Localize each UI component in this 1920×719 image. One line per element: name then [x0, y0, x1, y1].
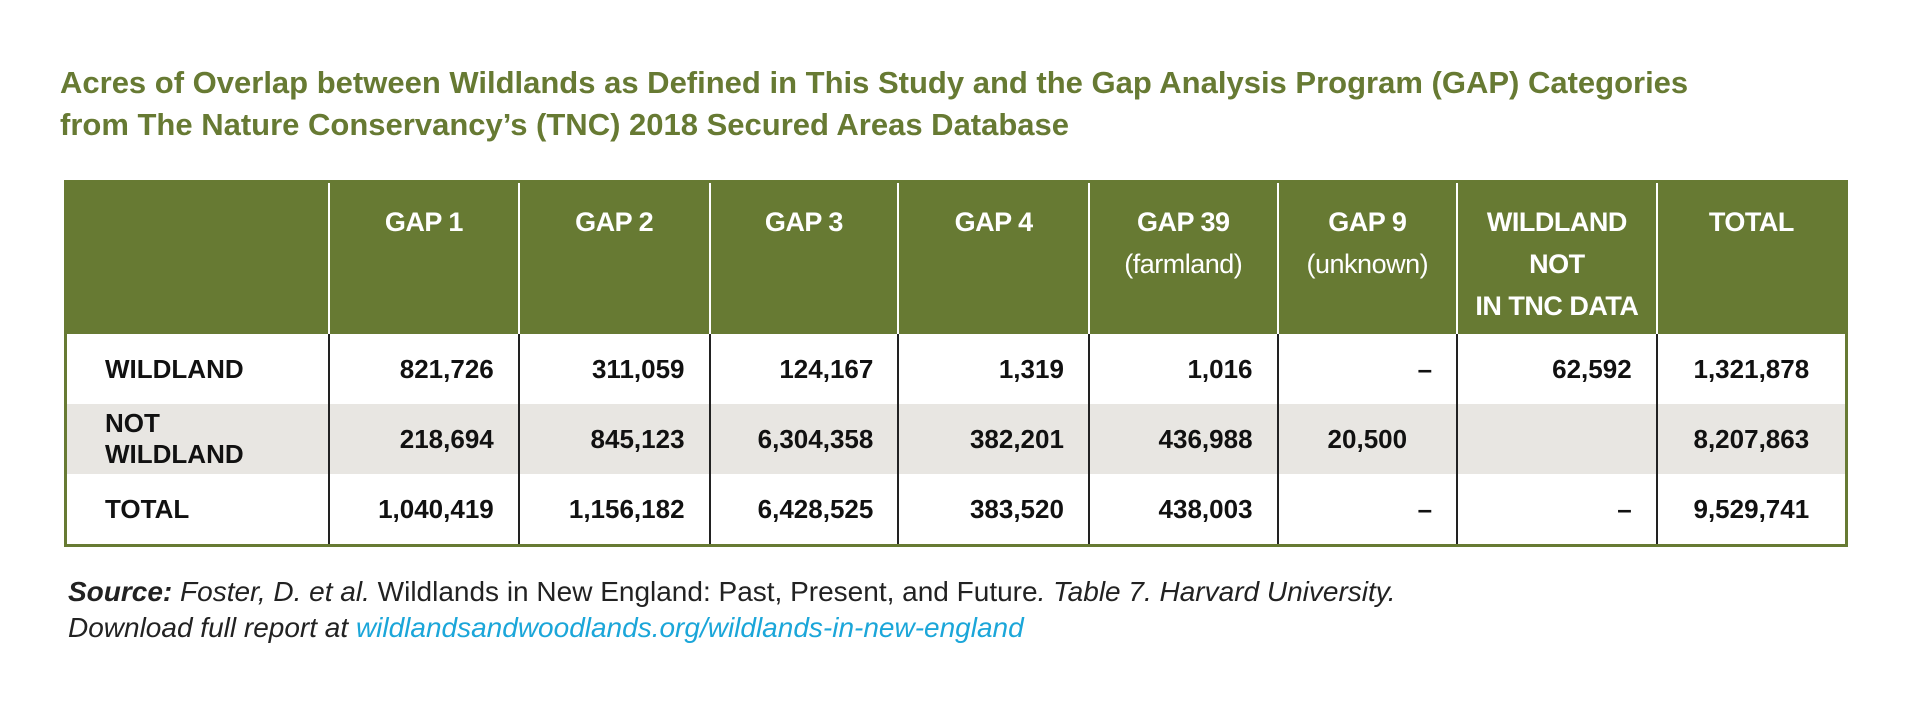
header-cell-wildland-not-in-tnc: WILDLAND NOT IN TNC DATA — [1456, 181, 1657, 334]
table-cell: 1,156,182 — [517, 474, 710, 546]
source-authors: Foster, D. et al. — [180, 576, 370, 607]
header-cell-gap3: GAP 3 — [708, 181, 899, 334]
title-line-1: Acres of Overlap between Wildlands as De… — [60, 65, 1689, 100]
report-link[interactable]: wildlandsandwoodlands.org/wildlands-in-n… — [355, 612, 1024, 643]
table-cell: 9,529,741 — [1655, 474, 1847, 546]
table-row-not-wildland: NOT WILDLAND 218,694 845,123 6,304,358 3… — [65, 404, 1847, 474]
header-cell-gap4: GAP 4 — [897, 181, 1089, 334]
header-cell-gap39: GAP 39 (farmland) — [1087, 181, 1278, 334]
table-cell: 218,694 — [327, 404, 519, 474]
table-cell: 311,059 — [517, 334, 710, 404]
table-cell: 382,201 — [897, 404, 1089, 474]
source-table-ref: . Table 7. Harvard University. — [1037, 576, 1396, 607]
header-cell-gap9: GAP 9 (unknown) — [1276, 181, 1458, 334]
table-cell: – — [1276, 334, 1458, 404]
table-cell: 1,321,878 — [1655, 334, 1847, 404]
header-cell-gap1: GAP 1 — [327, 181, 519, 334]
table-cell: 62,592 — [1456, 334, 1657, 404]
download-text: Download full report at — [68, 612, 349, 643]
table-row-total: TOTAL 1,040,419 1,156,182 6,428,525 383,… — [66, 474, 1847, 546]
table-cell: 1,319 — [897, 334, 1089, 404]
header-row: GAP 1 GAP 2 GAP 3 GAP 4 GAP 39 (farmland… — [65, 181, 1847, 334]
source-work: Wildlands in New England: Past, Present,… — [377, 576, 1038, 607]
table-cell — [1456, 404, 1657, 474]
row-label: NOT WILDLAND — [65, 404, 329, 474]
header-cell-blank — [65, 181, 329, 334]
row-label: TOTAL — [105, 493, 190, 524]
table-row-wildland: WILDLAND 821,726 311,059 124,167 1,319 1… — [66, 334, 1847, 404]
table-cell: 821,726 — [327, 334, 519, 404]
table-cell: 383,520 — [897, 474, 1089, 546]
page-title: Acres of Overlap between Wildlands as De… — [60, 62, 1860, 146]
table-cell: 124,167 — [708, 334, 899, 404]
table-cell: 1,016 — [1087, 334, 1278, 404]
source-line-2: Download full report at wildlandsandwood… — [68, 610, 1768, 646]
header-cell-gap2: GAP 2 — [517, 181, 710, 334]
table-cell: 436,988 — [1087, 404, 1278, 474]
row-label: WILDLAND — [105, 353, 244, 384]
table-cell: – — [1276, 474, 1458, 546]
header-cell-total: TOTAL — [1655, 181, 1847, 334]
header-subtitle: (farmland) — [1124, 249, 1243, 279]
overlap-table: GAP 1 GAP 2 GAP 3 GAP 4 GAP 39 (farmland… — [64, 180, 1848, 547]
table-cell: 1,040,419 — [327, 474, 519, 546]
table-cell: 8,207,863 — [1655, 404, 1847, 474]
table-cell: 845,123 — [517, 404, 710, 474]
source-note: Source: Foster, D. et al. Wildlands in N… — [68, 574, 1768, 646]
table-cell: 6,304,358 — [708, 404, 899, 474]
table-cell: 438,003 — [1087, 474, 1278, 546]
title-line-2: from The Nature Conservancy’s (TNC) 2018… — [60, 107, 1070, 142]
table-cell: – — [1456, 474, 1657, 546]
header-subtitle: (unknown) — [1306, 249, 1429, 279]
source-label: Source: — [68, 576, 173, 607]
table-cell: 20,500 — [1276, 404, 1458, 474]
table-cell: 6,428,525 — [708, 474, 899, 546]
source-line-1: Source: Foster, D. et al. Wildlands in N… — [68, 574, 1768, 610]
